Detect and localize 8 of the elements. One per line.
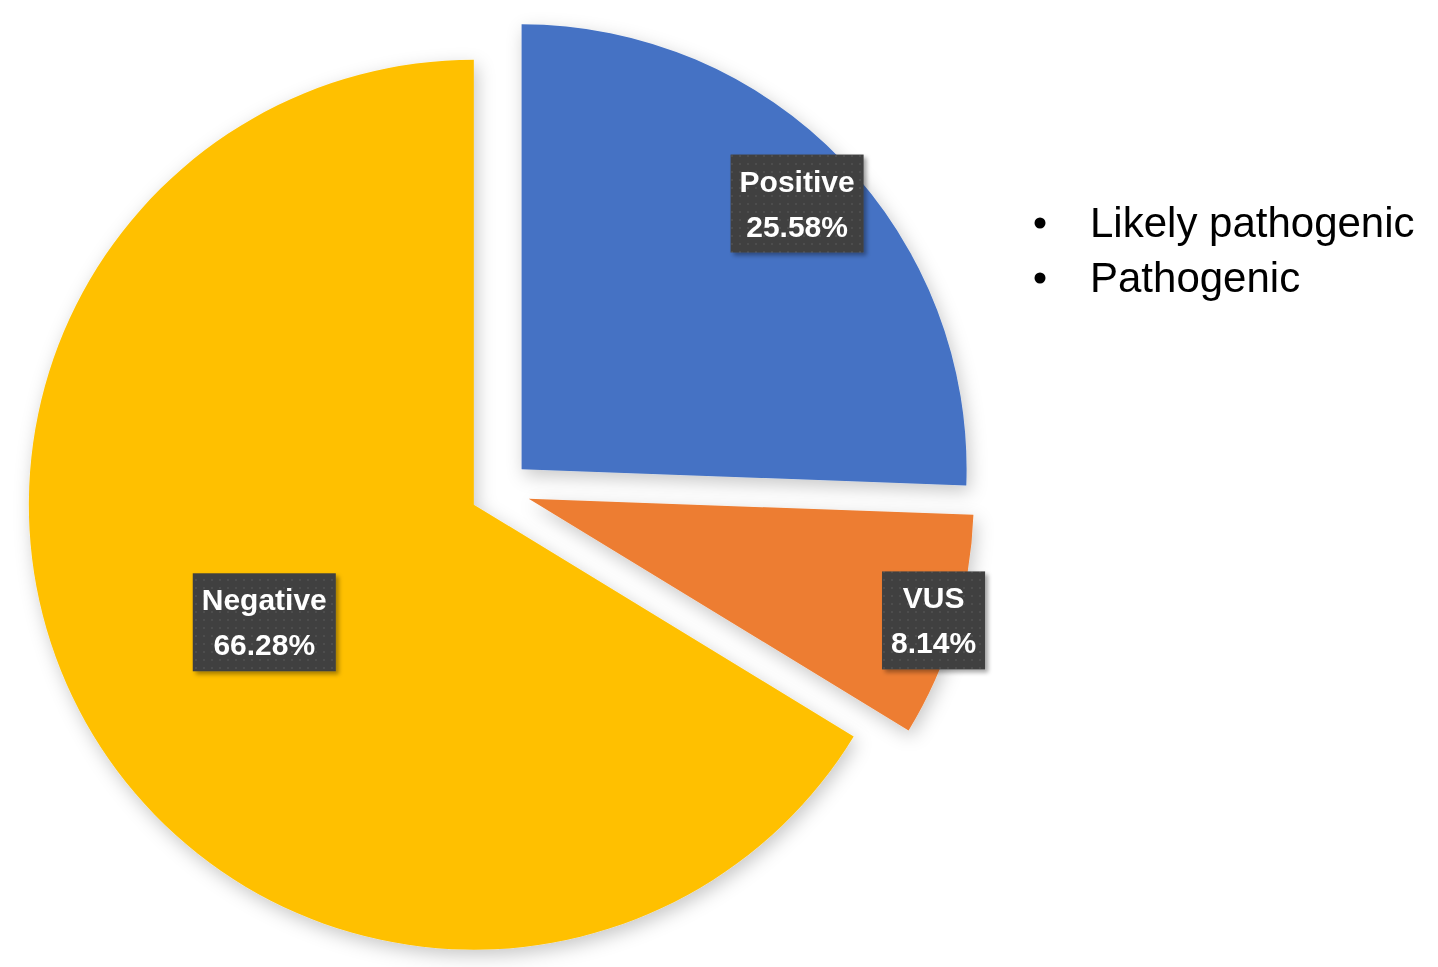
slice-label: VUS [902,581,965,615]
data-label: 8.14% [891,626,977,660]
slice-label: Negative [201,583,327,617]
data-label: 25.58% [746,209,848,243]
text: Likely pathogenic [1090,199,1415,246]
text: Pathogenic [1090,254,1301,301]
data-label: 66.28% [213,628,316,662]
slice-label: Positive [739,164,855,198]
